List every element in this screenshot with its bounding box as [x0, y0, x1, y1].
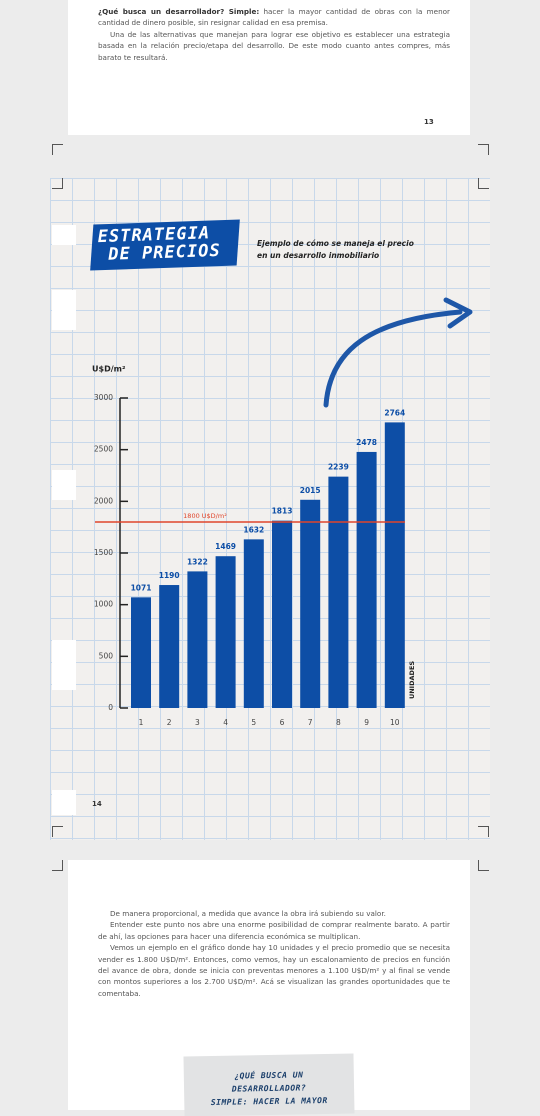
trend-arrow [323, 309, 463, 408]
x-tick-label: 4 [223, 718, 228, 727]
x-tick-label: 8 [336, 718, 341, 727]
crop-mark [52, 144, 63, 155]
x-tick-label: 1 [139, 718, 144, 727]
caption: Ejemplo de cómo se maneja el precio en u… [257, 239, 414, 260]
paragraph: ¿Qué busca un desarrollador? Simple: hac… [98, 6, 450, 29]
x-tick-label: 6 [280, 718, 285, 727]
x-tick-label: 3 [195, 718, 200, 727]
crop-mark [478, 178, 489, 189]
paragraph: De manera proporcional, a medida que ava… [110, 909, 386, 918]
top-text: ¿Qué busca un desarrollador? Simple: hac… [98, 6, 450, 63]
x-tick-label: 10 [390, 718, 400, 727]
torn-edge [52, 640, 76, 690]
paragraph: Entender este punto nos abre una enorme … [98, 920, 450, 941]
bar [328, 476, 349, 708]
y-tick-label: 1500 [94, 548, 113, 557]
page-number: 14 [92, 800, 102, 808]
crop-mark [52, 178, 63, 189]
paragraph: Vemos un ejemplo en el gráfico donde hay… [98, 943, 450, 998]
value-label: 1190 [159, 571, 180, 580]
value-label: 1071 [131, 583, 152, 592]
crop-mark [52, 826, 63, 837]
torn-edge [52, 225, 76, 245]
crop-mark [478, 826, 489, 837]
reference-label: 1800 U$D/m² [183, 512, 227, 520]
y-tick-label: 3000 [94, 393, 113, 402]
x-tick-label: 2 [167, 718, 172, 727]
y-tick-label: 2000 [94, 496, 113, 505]
value-label: 1813 [272, 507, 293, 516]
page-number: 13 [424, 118, 434, 126]
value-label: 1632 [243, 525, 264, 534]
bottom-text: De manera proporcional, a medida que ava… [98, 908, 450, 999]
y-axis-label: U$D/m² [92, 365, 126, 374]
bar [215, 556, 236, 708]
y-tick-label: 500 [99, 651, 114, 660]
bar [300, 499, 321, 708]
text: hacer la mayor cantidad de obras con la … [98, 7, 450, 28]
x-tick-label: 9 [364, 718, 369, 727]
y-tick-label: 1000 [94, 600, 113, 609]
top-page [68, 0, 470, 135]
bar [384, 422, 405, 708]
bar [356, 451, 377, 708]
value-label: 2015 [300, 486, 321, 495]
grid-page [50, 178, 490, 840]
torn-edge [52, 290, 76, 330]
torn-edge [52, 790, 76, 815]
x-axis-label: UNIDADES [408, 661, 416, 699]
y-tick-label: 0 [108, 703, 113, 712]
value-label: 1322 [187, 557, 208, 566]
y-tick-label: 2500 [94, 445, 113, 454]
value-label: 2764 [384, 408, 405, 417]
value-label: 1469 [215, 542, 236, 551]
torn-edge [52, 470, 76, 500]
arrow-head [443, 297, 473, 329]
bar [243, 539, 264, 708]
value-label: 2478 [356, 438, 377, 447]
paragraph: Una de las alternativas que manejan para… [98, 29, 450, 62]
bar [272, 520, 292, 708]
bold-lead: ¿Qué busca un desarrollador? Simple: [98, 7, 260, 16]
bar [159, 585, 180, 708]
bar [187, 571, 208, 708]
crop-mark [478, 860, 489, 871]
value-label: 2239 [328, 463, 349, 472]
bar [131, 597, 151, 708]
x-tick-label: 7 [308, 718, 313, 727]
crop-mark [52, 860, 63, 871]
x-tick-label: 5 [251, 718, 256, 727]
crop-mark [478, 144, 489, 155]
